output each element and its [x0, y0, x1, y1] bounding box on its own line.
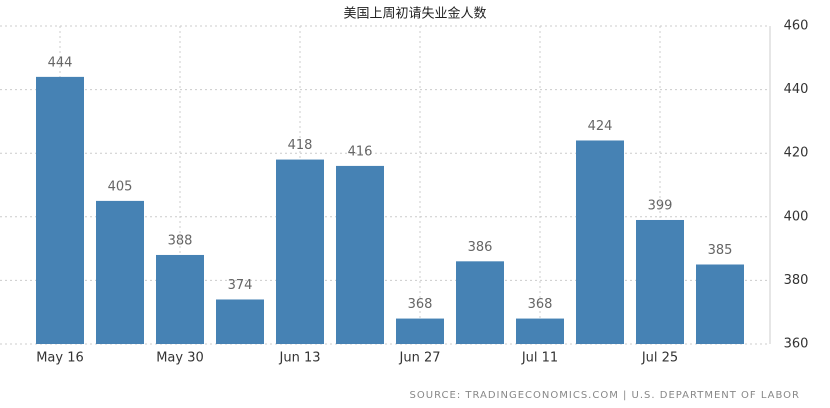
bar [276, 159, 324, 344]
bar [336, 165, 384, 344]
bar [96, 200, 144, 344]
y-tick-label: 400 [784, 209, 809, 224]
x-tick-label: May 16 [36, 351, 84, 366]
y-tick-label: 360 [784, 337, 809, 352]
value-label: 385 [708, 243, 733, 258]
y-tick-label: 440 [784, 82, 809, 97]
value-label: 424 [588, 119, 613, 134]
value-label: 368 [528, 297, 553, 312]
value-label: 399 [648, 198, 673, 213]
y-tick-label: 380 [784, 273, 809, 288]
value-label: 416 [348, 144, 373, 159]
bar [216, 299, 264, 344]
source: SOURCE: TRADINGECONOMICS.COM | U.S. DEPA… [410, 390, 800, 401]
bar [576, 140, 624, 344]
x-tick-label: May 30 [156, 351, 204, 366]
x-tick-label: Jun 27 [399, 351, 441, 366]
value-label: 374 [228, 278, 253, 293]
value-label: 444 [48, 55, 73, 70]
chart-title: 美国上周初请失业金人数 [343, 6, 486, 22]
bar [696, 264, 744, 344]
bar [396, 318, 444, 344]
bar [516, 318, 564, 344]
value-label: 405 [108, 179, 133, 194]
x-tick-label: Jul 11 [521, 351, 558, 366]
bar [636, 219, 684, 344]
bar [156, 254, 204, 344]
value-label: 418 [288, 138, 313, 153]
value-label: 368 [408, 297, 433, 312]
x-tick-label: Jun 13 [279, 351, 321, 366]
bar [36, 76, 84, 344]
value-label: 388 [168, 233, 193, 248]
y-tick-label: 460 [784, 19, 809, 34]
x-tick-label: Jul 25 [641, 351, 678, 366]
value-label: 386 [468, 240, 493, 255]
bar [456, 261, 504, 344]
y-tick-label: 420 [784, 146, 809, 161]
